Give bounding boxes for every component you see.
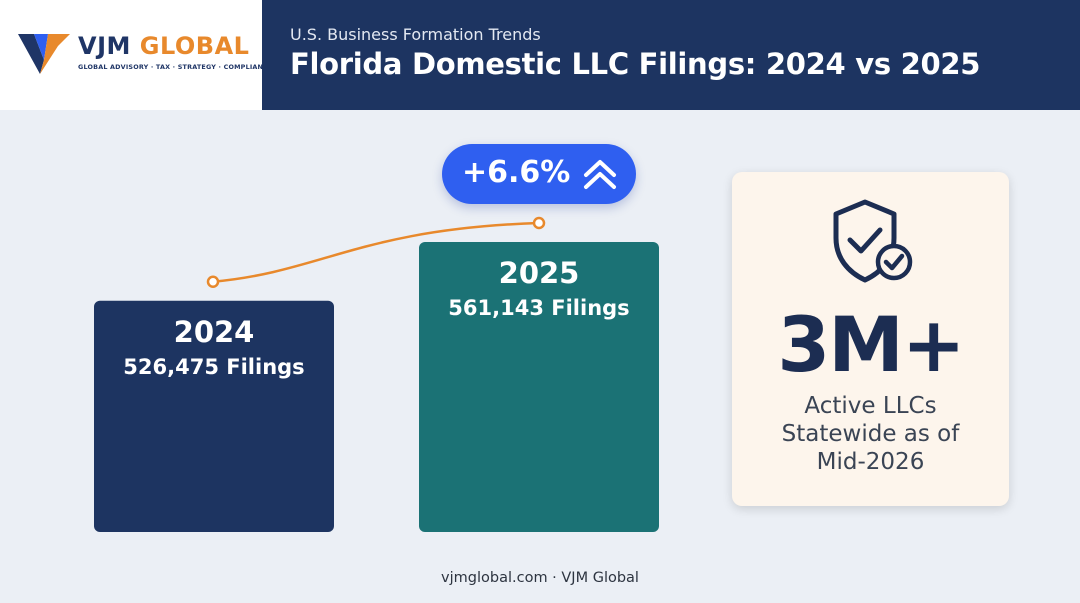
page-title: Florida Domestic LLC Filings: 2024 vs 20… [290, 47, 981, 81]
stat-caption-line: Active LLCs [804, 393, 937, 419]
logo-name-primary: VJM [78, 32, 131, 60]
footer-credit: vjmglobal.com · VJM Global [441, 570, 639, 586]
bar-label-2025: 2025 561,143 Filings [419, 256, 659, 320]
shield-check-icon [833, 199, 913, 283]
logo-tagline: GLOBAL ADVISORY · TAX · STRATEGY · COMPL… [78, 63, 273, 71]
trend-line [212, 221, 540, 283]
stat-caption-line: Statewide as of [781, 421, 960, 447]
bar-2025 [419, 242, 659, 532]
trend-point-2025 [532, 216, 546, 230]
bar-2024 [94, 300, 334, 532]
stat-card: 3M+ Active LLCs Statewide as of Mid-2026 [732, 172, 1009, 506]
trend-point-2024 [206, 275, 220, 288]
bar-label-2024: 2024 526,475 Filings [94, 315, 334, 379]
header: VJM GLOBAL GLOBAL ADVISORY · TAX · STRAT… [0, 0, 1080, 110]
page-eyebrow: U.S. Business Formation Trends [290, 25, 541, 44]
stat-caption-line: Mid-2026 [816, 449, 925, 475]
stat-caption: Active LLCs Statewide as of Mid-2026 [752, 392, 989, 476]
bar-value-label: 526,475 Filings [123, 354, 305, 379]
bar-category-label: 2025 [498, 256, 580, 290]
bar-category-label: 2024 [173, 314, 255, 349]
double-chevron-up-icon [584, 160, 616, 189]
logo-name-accent: GLOBAL [139, 32, 250, 60]
change-badge: +6.6% [442, 144, 636, 204]
title-band: U.S. Business Formation Trends Florida D… [262, 0, 1080, 110]
change-value: +6.6% [462, 155, 571, 190]
bar-value-label: 561,143 Filings [448, 296, 630, 320]
logo-name: VJM GLOBAL [78, 32, 249, 60]
stat-value: 3M+ [777, 300, 965, 389]
vjm-logo-icon [18, 34, 70, 74]
logo: VJM GLOBAL GLOBAL ADVISORY · TAX · STRAT… [0, 0, 272, 110]
